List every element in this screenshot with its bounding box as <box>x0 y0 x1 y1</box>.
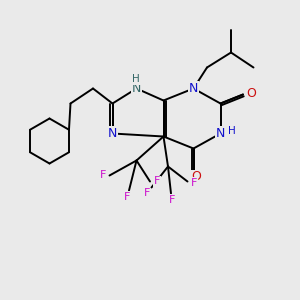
Text: N: N <box>108 127 117 140</box>
Text: F: F <box>168 195 175 205</box>
Text: O: O <box>192 170 201 184</box>
Text: F: F <box>100 170 106 181</box>
Text: N: N <box>132 82 141 95</box>
Text: F: F <box>153 176 160 187</box>
Text: O: O <box>247 86 256 100</box>
Text: H: H <box>228 126 236 136</box>
Text: N: N <box>216 127 225 140</box>
Text: F: F <box>191 178 197 188</box>
Text: F: F <box>144 188 150 199</box>
Text: F: F <box>124 191 131 202</box>
Text: N: N <box>189 82 198 95</box>
Text: H: H <box>132 74 140 84</box>
